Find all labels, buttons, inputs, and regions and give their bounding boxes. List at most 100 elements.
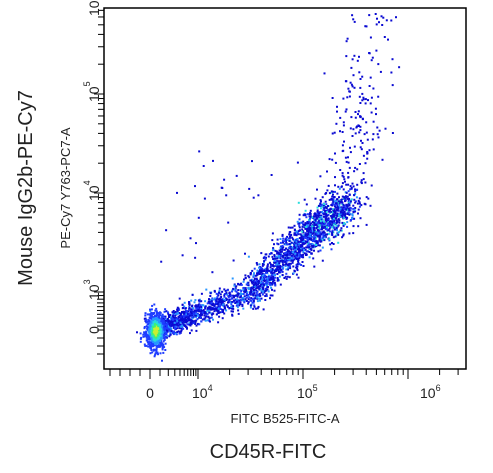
event-dot xyxy=(305,216,308,219)
event-dot xyxy=(320,240,323,243)
event-dot xyxy=(322,213,325,216)
event-dot xyxy=(156,313,159,316)
event-dot xyxy=(364,98,367,101)
event-dot xyxy=(257,194,260,197)
event-dot xyxy=(227,301,229,304)
event-dot xyxy=(331,132,334,135)
event-dot xyxy=(213,310,216,313)
event-dot xyxy=(365,223,368,226)
event-dot xyxy=(273,279,276,282)
event-dot xyxy=(169,333,172,336)
event-dot xyxy=(296,265,299,268)
event-dot xyxy=(172,333,175,336)
event-dot xyxy=(210,300,213,303)
event-dot xyxy=(196,318,199,321)
event-dot xyxy=(213,307,216,310)
event-dot xyxy=(221,301,224,304)
event-dot xyxy=(170,320,172,323)
event-dot xyxy=(167,324,170,327)
event-dot xyxy=(322,230,325,233)
event-dot xyxy=(298,257,301,260)
event-dot xyxy=(221,298,224,301)
event-dot xyxy=(338,221,341,224)
event-dot xyxy=(160,320,163,323)
event-dot xyxy=(215,301,218,304)
event-dot xyxy=(225,309,228,312)
event-dot xyxy=(171,331,174,334)
event-dot xyxy=(174,313,177,316)
event-dot xyxy=(327,233,330,235)
event-dot xyxy=(192,320,195,323)
event-dot xyxy=(308,219,311,221)
event-dot xyxy=(186,323,189,326)
event-dot xyxy=(304,236,306,239)
event-dot xyxy=(222,303,225,306)
event-dot xyxy=(344,195,347,198)
event-dot xyxy=(328,210,331,213)
event-dot xyxy=(306,213,309,216)
event-dot xyxy=(333,203,336,206)
event-dot xyxy=(311,232,314,235)
event-dot xyxy=(219,311,222,314)
event-dot xyxy=(187,316,190,319)
event-dot xyxy=(338,204,341,207)
event-dot xyxy=(144,333,147,336)
event-dot xyxy=(157,332,160,335)
event-dot xyxy=(204,307,207,310)
event-dot xyxy=(240,283,243,286)
event-dot xyxy=(162,327,165,330)
event-dot xyxy=(162,343,165,346)
event-dot xyxy=(270,252,273,255)
event-dot xyxy=(201,318,204,321)
event-dot xyxy=(259,267,262,270)
event-dot xyxy=(341,144,344,147)
event-dot xyxy=(174,332,177,335)
event-dot xyxy=(155,307,158,310)
event-dot xyxy=(349,188,352,191)
event-dot xyxy=(311,221,314,223)
event-dot xyxy=(315,244,318,246)
event-dot xyxy=(208,317,211,320)
event-dot xyxy=(160,318,163,320)
event-dot xyxy=(254,288,257,291)
event-dot xyxy=(313,229,316,232)
event-dot xyxy=(164,323,167,326)
event-dot xyxy=(327,184,330,187)
event-dot xyxy=(339,229,342,232)
event-dot xyxy=(301,245,304,248)
event-dot xyxy=(160,325,163,328)
event-dot xyxy=(333,209,336,212)
event-dot xyxy=(161,316,164,319)
event-dot xyxy=(321,196,324,199)
event-dot xyxy=(266,266,269,269)
event-dot xyxy=(321,246,324,249)
event-dot xyxy=(398,66,401,69)
event-dot xyxy=(159,331,162,334)
event-dot xyxy=(283,240,286,243)
event-dot xyxy=(253,278,256,281)
event-dot xyxy=(235,304,238,307)
event-dot xyxy=(268,276,271,279)
event-dot xyxy=(292,245,295,248)
event-dot xyxy=(251,301,254,304)
event-dot xyxy=(319,228,321,231)
event-dot xyxy=(231,289,234,292)
event-dot xyxy=(155,323,158,326)
event-dot xyxy=(271,282,273,285)
event-dot xyxy=(252,281,255,284)
event-dot xyxy=(286,255,289,258)
event-dot xyxy=(384,127,387,130)
y-axis-label-parameter: PE-Cy7 Y763-PC7-A xyxy=(58,127,73,248)
event-dot xyxy=(329,223,332,226)
event-dot xyxy=(302,253,305,256)
event-dot xyxy=(248,276,251,279)
event-dot xyxy=(144,317,147,320)
event-dot xyxy=(186,327,188,330)
event-dot xyxy=(339,116,342,119)
event-dot xyxy=(272,264,274,267)
event-dot xyxy=(247,275,250,278)
event-dot xyxy=(276,242,279,245)
event-dot xyxy=(319,211,322,214)
event-dot xyxy=(337,218,340,221)
event-dot xyxy=(161,319,164,322)
